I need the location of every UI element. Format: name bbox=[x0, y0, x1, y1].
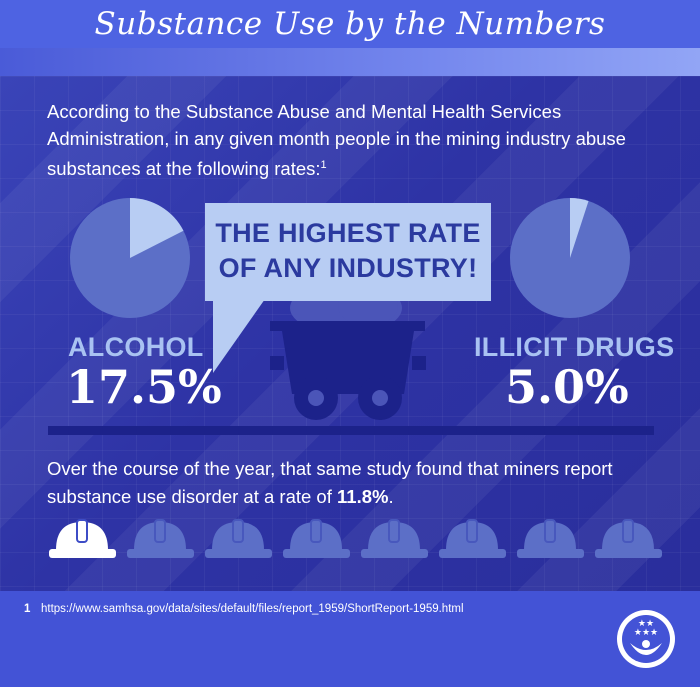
callout-bubble bbox=[205, 203, 491, 301]
hard-hat-icon bbox=[283, 519, 350, 558]
drugs-value: 5.0% bbox=[505, 360, 629, 414]
svg-text:★★★: ★★★ bbox=[634, 628, 658, 638]
alcohol-label: ALCOHOL bbox=[68, 332, 204, 362]
logo-icon: ★★★ ★★ bbox=[617, 610, 675, 668]
drugs-pie-slice bbox=[570, 198, 589, 258]
footnote-ref: 1 bbox=[320, 159, 327, 171]
helmet-row bbox=[48, 518, 663, 562]
callout-line-2: OF ANY INDUSTRY! bbox=[218, 253, 478, 283]
outro-text: Over the course of the year, that same s… bbox=[47, 455, 667, 511]
callout-tail bbox=[213, 299, 265, 373]
svg-text:★★: ★★ bbox=[638, 619, 654, 629]
footer bbox=[0, 591, 700, 687]
hard-hat-icon bbox=[595, 519, 662, 558]
alcohol-pie-slice bbox=[130, 198, 184, 258]
hard-hat-icon bbox=[205, 519, 272, 558]
cart-track bbox=[48, 426, 654, 435]
outro-sentence: Over the course of the year, that same s… bbox=[47, 458, 613, 507]
outro-end: . bbox=[388, 486, 394, 507]
intro-text: According to the Substance Abuse and Men… bbox=[47, 98, 667, 182]
drugs-pie-chart-icon bbox=[510, 198, 630, 318]
alcohol-pie-chart-icon bbox=[70, 198, 190, 318]
drugs-label: ILLICIT DRUGS bbox=[474, 332, 675, 362]
outro-highlight: 11.8% bbox=[337, 486, 389, 507]
alcohol-value: 17.5% bbox=[66, 360, 222, 414]
hard-hat-icon-active bbox=[49, 519, 116, 558]
title-bar: Substance Use by the Numbers bbox=[0, 0, 700, 48]
hard-hat-icon bbox=[439, 519, 506, 558]
hard-hat-icon bbox=[127, 519, 194, 558]
hard-hat-icon bbox=[361, 519, 428, 558]
header-band-highlight bbox=[0, 48, 700, 76]
page-title: Substance Use by the Numbers bbox=[94, 6, 606, 42]
footnote-number: 1 bbox=[24, 603, 31, 615]
callout-line-1: THE HIGHEST RATE bbox=[215, 218, 481, 248]
intro-sentence: According to the Substance Abuse and Men… bbox=[47, 101, 626, 180]
hard-hat-icon bbox=[517, 519, 584, 558]
callout-text: THE HIGHEST RATE OF ANY INDUSTRY! bbox=[205, 216, 491, 286]
footnote-url: https://www.samhsa.gov/data/sites/defaul… bbox=[41, 603, 464, 615]
